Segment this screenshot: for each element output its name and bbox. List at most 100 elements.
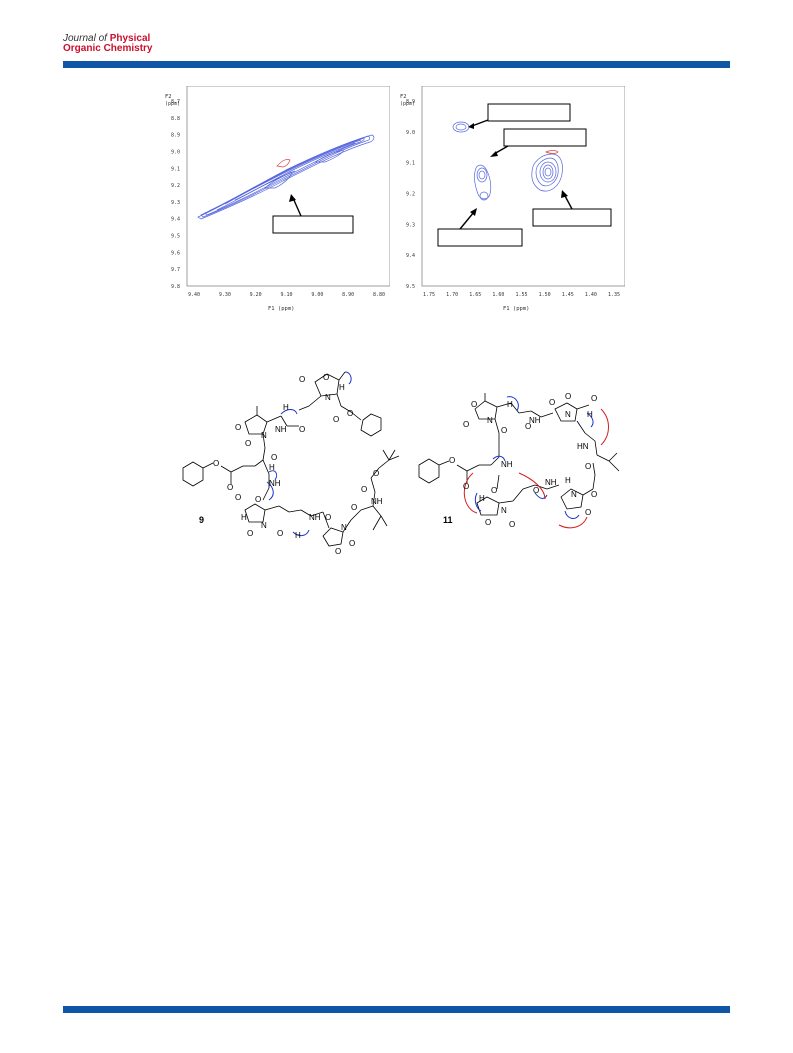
structure-11: O O N O O H NH O O N H O HN O O NH O H O… xyxy=(415,385,625,555)
atom-label: O xyxy=(491,486,497,495)
atom-label: NH xyxy=(371,497,383,506)
atom-label: O xyxy=(509,520,515,529)
y-tick-label: 9.3 xyxy=(171,200,180,206)
x-tick-label: 1.75 xyxy=(423,292,435,298)
y-tick-label: 9.6 xyxy=(171,250,180,256)
x-tick-label: 9.00 xyxy=(311,292,323,298)
atom-label: HN xyxy=(577,442,589,451)
atom-label: N xyxy=(487,416,493,425)
atom-label: NH xyxy=(269,479,281,488)
y-tick-label: 9.0 xyxy=(406,130,415,136)
atom-label: H xyxy=(269,463,275,472)
y-tick-label: 8.9 xyxy=(171,133,180,139)
atom-label: O xyxy=(247,529,253,538)
atom-label: O xyxy=(485,518,491,527)
atom-label: O xyxy=(549,398,555,407)
atom-label: O xyxy=(347,409,353,418)
atom-label: H xyxy=(507,400,513,409)
journal-logo: Journal of Physical Organic Chemistry xyxy=(63,34,152,54)
x-tick-label: 1.65 xyxy=(469,292,481,298)
atom-label: O xyxy=(591,490,597,499)
x-ticks: 9.40 9.30 9.20 9.10 9.00 8.90 8.80 xyxy=(188,292,385,298)
annotation-box-3 xyxy=(437,228,523,247)
compound-number: 11 xyxy=(443,515,453,525)
y-tick-label: 8.7 xyxy=(171,99,180,105)
annotation-box-2 xyxy=(503,128,587,147)
atom-label: O xyxy=(351,503,357,512)
atom-label: H xyxy=(587,410,593,419)
y-tick-label: 9.5 xyxy=(171,234,180,240)
x-tick-label: 9.30 xyxy=(219,292,231,298)
x-title: F1 (ppm) xyxy=(268,306,295,312)
x-tick-label: 1.50 xyxy=(539,292,551,298)
atom-label: O xyxy=(449,456,455,465)
atom-label: NH xyxy=(275,425,287,434)
y-tick-label: 9.0 xyxy=(171,149,180,155)
y-unit: (ppm) xyxy=(400,101,415,107)
nmr-spectrum-right: F2 (ppm) 8.9 9.0 9.1 9.2 9.3 9.4 9.5 1.75 1.70 1… xyxy=(400,86,625,316)
annotation-box-4 xyxy=(532,208,612,227)
atom-label: NH xyxy=(529,416,541,425)
atom-label: O xyxy=(471,400,477,409)
atom-label: O xyxy=(585,462,591,471)
atom-label: O xyxy=(255,495,261,504)
y-tick-label: 9.5 xyxy=(406,284,415,290)
atom-label: N xyxy=(261,521,267,530)
x-tick-label: 9.20 xyxy=(250,292,262,298)
atom-label: H xyxy=(295,531,301,540)
x-tick-label: 9.40 xyxy=(188,292,200,298)
journal-line2: Organic Chemistry xyxy=(63,43,153,54)
footer-bar xyxy=(63,1006,730,1013)
atom-label: N xyxy=(565,410,571,419)
atom-label: O xyxy=(333,415,339,424)
y-tick-label: 9.8 xyxy=(171,284,180,290)
structure-9: O O N O O H H NH O O O N O H NH O O H O … xyxy=(175,360,405,570)
journal-prefix: Journal of xyxy=(63,33,107,44)
atom-label: O xyxy=(235,493,241,502)
atom-label: O xyxy=(501,426,507,435)
red-contour xyxy=(276,159,291,168)
annotation-box-1 xyxy=(487,103,571,122)
x-tick-label: 1.35 xyxy=(608,292,620,298)
atom-label: O xyxy=(463,482,469,491)
x-tick-label: 1.45 xyxy=(562,292,574,298)
atom-label: O xyxy=(271,453,277,462)
y-tick-label: 8.9 xyxy=(406,99,415,105)
header-bar xyxy=(63,61,730,68)
atom-label: N xyxy=(261,431,267,440)
diagonal-contours xyxy=(197,134,375,220)
atom-label: O xyxy=(349,539,355,548)
x-tick-label: 1.60 xyxy=(492,292,504,298)
atom-label: NH xyxy=(309,513,321,522)
y-tick-label: 9.3 xyxy=(406,222,415,228)
y-tick-label: 9.2 xyxy=(171,183,180,189)
atom-label: O xyxy=(591,394,597,403)
x-tick-label: 8.80 xyxy=(373,292,385,298)
atom-label: O xyxy=(373,469,379,478)
y-tick-label: 9.7 xyxy=(171,267,180,273)
atom-label: O xyxy=(325,513,331,522)
atom-label: O xyxy=(525,422,531,431)
atom-label: O xyxy=(245,439,251,448)
atom-label: H xyxy=(339,383,345,392)
y-tick-label: 9.1 xyxy=(406,161,415,167)
atom-label: N xyxy=(571,490,577,499)
annotation-arrow xyxy=(292,197,302,217)
atom-label: H xyxy=(283,403,289,412)
compound-number: 9 xyxy=(199,515,204,525)
y-tick-label: 9.4 xyxy=(406,253,415,259)
x-ticks: 1.75 1.70 1.65 1.60 1.55 1.50 1.45 1.40 1.35 xyxy=(423,292,620,298)
atom-label: O xyxy=(533,486,539,495)
atom-label: O xyxy=(277,529,283,538)
y-title: F2 xyxy=(165,94,172,100)
y-ticks: 8.9 9.0 9.1 9.2 9.3 9.4 9.5 xyxy=(406,99,415,290)
y-title: F2 xyxy=(400,94,407,100)
atom-label: N xyxy=(341,523,347,532)
atom-label: O xyxy=(235,423,241,432)
red-contour xyxy=(545,150,559,154)
nmr-spectrum-left: F2 (ppm) 8.7 8.8 8.9 9.0 9.1 9.2 9.3 9.4 9.5 9.6 9… xyxy=(165,86,390,316)
atom-label: O xyxy=(361,485,367,494)
atom-label: O xyxy=(299,375,305,384)
atom-label: NH xyxy=(545,478,557,487)
atom-label: N xyxy=(325,393,331,402)
